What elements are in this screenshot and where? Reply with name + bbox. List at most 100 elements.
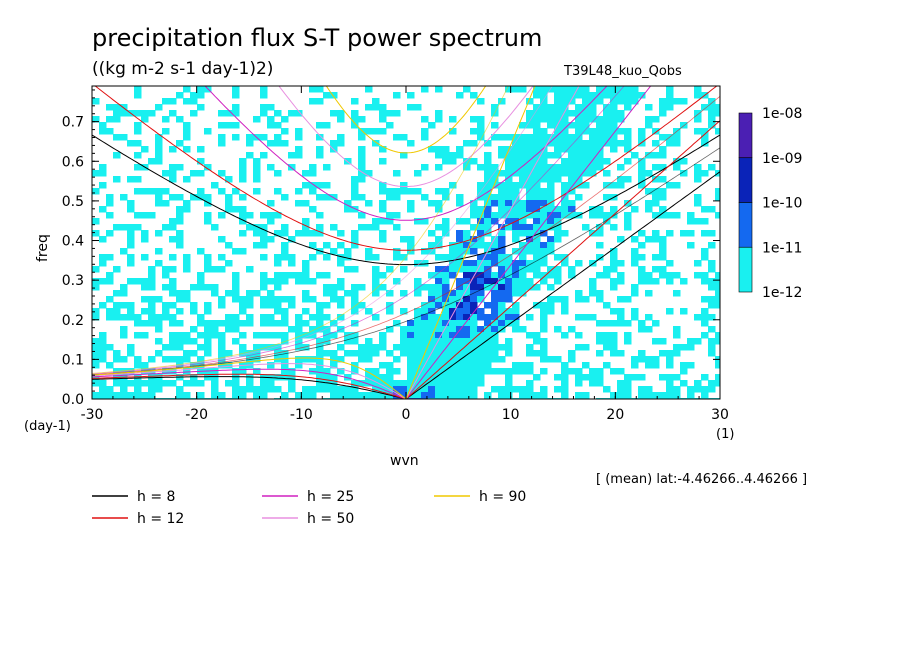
spectrum-cell [631,236,639,243]
spectrum-cell [533,350,541,357]
spectrum-cell [638,92,646,99]
spectrum-cell [155,314,163,321]
spectrum-cell [218,134,226,141]
spectrum-cell [463,236,471,243]
spectrum-cell [540,206,548,213]
spectrum-cell [246,266,254,273]
spectrum-cell [309,86,317,93]
spectrum-cell [218,350,226,357]
spectrum-cell [526,134,534,141]
spectrum-cell [638,356,646,363]
spectrum-cell [449,374,457,381]
spectrum-cell [484,182,492,189]
spectrum-cell [428,380,436,387]
spectrum-cell [533,110,541,117]
spectrum-cell [561,296,569,303]
spectrum-cell [400,188,408,195]
spectrum-cell [148,380,156,387]
spectrum-cell [295,128,303,135]
spectrum-cell [491,254,499,261]
spectrum-cell [323,272,331,279]
spectrum-cell [134,392,142,399]
spectrum-cell [295,230,303,237]
spectrum-cell [603,122,611,129]
spectrum-cell [379,218,387,225]
spectrum-cell [239,320,247,327]
spectrum-cell [561,188,569,195]
spectrum-cell [624,200,632,207]
spectrum-cell [561,86,569,93]
spectrum-cell [568,170,576,177]
spectrum-cell [603,386,611,393]
spectrum-cell [456,338,464,345]
spectrum-cell [561,332,569,339]
spectrum-cell [372,278,380,285]
spectrum-cell [316,212,324,219]
spectrum-cell [400,266,408,273]
spectrum-cell [561,140,569,147]
spectrum-cell [218,338,226,345]
spectrum-cell [575,140,583,147]
spectrum-cell [169,380,177,387]
spectrum-cell [491,218,499,225]
spectrum-cell [155,338,163,345]
colorbar-swatch [738,246,753,293]
spectrum-cell [176,242,184,249]
spectrum-cell [414,362,422,369]
spectrum-cell [568,188,576,195]
spectrum-cell [106,278,114,285]
spectrum-cell [204,164,212,171]
spectrum-cell [554,356,562,363]
spectrum-cell [211,284,219,291]
spectrum-cell [407,386,415,393]
spectrum-cell [477,374,485,381]
spectrum-cell [351,236,359,243]
spectrum-cell [316,356,324,363]
spectrum-cell [393,386,401,393]
spectrum-cell [589,206,597,213]
spectrum-cell [533,266,541,273]
rossby-curve [92,368,407,399]
spectrum-cell [92,374,100,381]
spectrum-cell [680,122,688,129]
spectrum-cell [197,188,205,195]
spectrum-cell [561,92,569,99]
spectrum-cell [491,368,499,375]
spectrum-cell [498,308,506,315]
spectrum-cell [344,290,352,297]
spectrum-cell [498,170,506,177]
spectrum-cell [323,332,331,339]
spectrum-cell [596,146,604,153]
spectrum-cell [526,284,534,291]
spectrum-cell [603,92,611,99]
spectrum-cell [547,284,555,291]
spectrum-cell [148,302,156,309]
spectrum-cell [183,86,191,93]
spectrum-cell [708,260,716,267]
spectrum-cell [512,146,520,153]
spectrum-cell [169,302,177,309]
spectrum-cell [631,290,639,297]
spectrum-cell [596,86,604,93]
spectrum-cell [127,254,135,261]
spectrum-cell [204,344,212,351]
spectrum-cell [449,338,457,345]
spectrum-cell [624,332,632,339]
spectrum-cell [92,266,100,273]
spectrum-cell [400,152,408,159]
spectrum-cell [421,128,429,135]
spectrum-cell [274,134,282,141]
colorbar-swatch [738,202,753,248]
spectrum-cell [155,200,163,207]
spectrum-cell [561,128,569,135]
spectrum-cell [274,320,282,327]
spectrum-cell [330,224,338,231]
spectrum-cell [505,320,513,327]
spectrum-cell [470,236,478,243]
spectrum-cell [169,266,177,273]
spectrum-cell [547,194,555,201]
spectrum-cell [708,302,716,309]
spectrum-cell [302,308,310,315]
spectrum-cell [246,296,254,303]
